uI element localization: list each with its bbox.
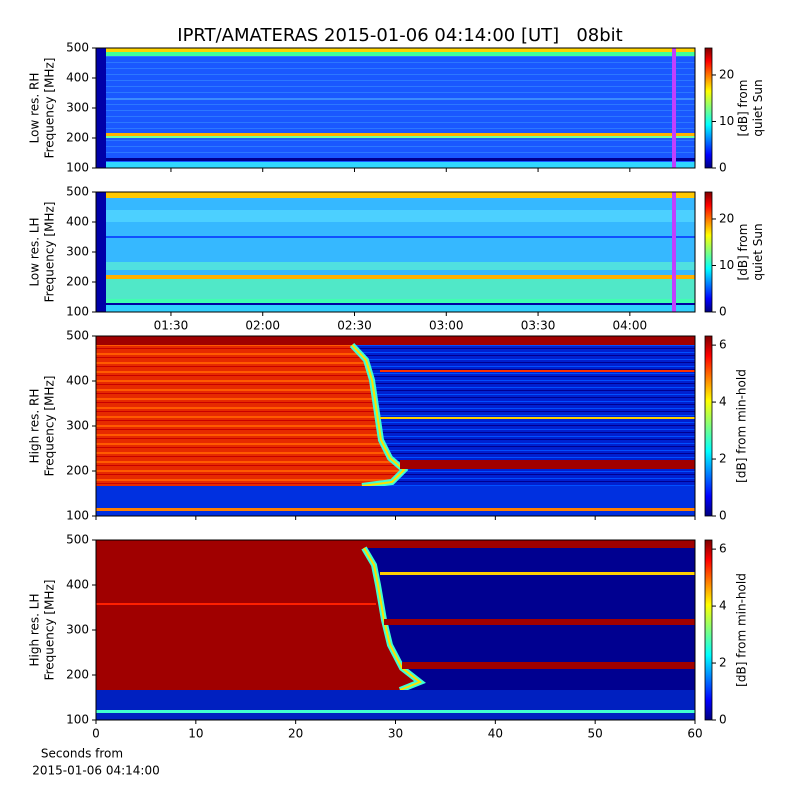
chart-title: IPRT/AMATERAS 2015-01-06 04:14:00 [UT] 0… — [177, 25, 622, 46]
spectrogram — [96, 540, 695, 720]
y-axis-label: Frequency [MHz] — [43, 376, 57, 477]
colorbar-tick-label: 4 — [719, 395, 727, 409]
colorbar-tick-label: 6 — [719, 338, 727, 352]
y-tick-label: 500 — [66, 329, 89, 343]
colorbar — [704, 539, 713, 721]
y-tick-label: 200 — [66, 464, 89, 478]
y-tick-label: 300 — [66, 419, 89, 433]
colorbar-label: [dB] from — [736, 224, 750, 281]
colorbar-label: quiet Sun — [751, 79, 765, 136]
colorbar-tick-label: 0 — [719, 305, 727, 319]
x-tick-label: 02:30 — [337, 319, 372, 333]
x-tick-label: 01:30 — [154, 319, 189, 333]
y-tick-label: 500 — [66, 41, 89, 55]
x-tick-label: 02:00 — [245, 319, 280, 333]
y-tick-label: 400 — [66, 374, 89, 388]
y-tick-label: 500 — [66, 185, 89, 199]
y-axis-label: Low res. LH — [28, 217, 42, 286]
x-tick-label: 20 — [288, 727, 303, 741]
x-tick-label: 30 — [388, 727, 403, 741]
x-tick-label: 03:30 — [521, 319, 556, 333]
colorbar-tick-label: 0 — [719, 161, 727, 175]
y-tick-label: 200 — [66, 275, 89, 289]
y-tick-label: 100 — [66, 161, 89, 175]
x-tick-label: 50 — [588, 727, 603, 741]
spectrogram — [96, 192, 695, 312]
colorbar — [704, 47, 713, 169]
spectrogram — [96, 48, 695, 168]
x-tick-label: 60 — [687, 727, 702, 741]
colorbar-label: [dB] from — [736, 80, 750, 137]
colorbar-label: quiet Sun — [751, 223, 765, 280]
y-tick-label: 500 — [66, 533, 89, 547]
y-axis-label: High res. LH — [28, 593, 42, 666]
x-tick-label: 04:00 — [613, 319, 648, 333]
colorbar — [704, 335, 713, 517]
y-tick-label: 200 — [66, 131, 89, 145]
colorbar-tick-label: 10 — [719, 258, 734, 272]
y-tick-label: 300 — [66, 101, 89, 115]
x-tick-label: 03:00 — [429, 319, 464, 333]
colorbar-tick-label: 4 — [719, 599, 727, 613]
colorbar-label: [dB] from min-hold — [735, 369, 749, 483]
colorbar-tick-label: 20 — [719, 211, 734, 225]
y-axis-label: Low res. RH — [28, 73, 42, 144]
y-axis-label: Frequency [MHz] — [43, 58, 57, 159]
y-axis-label: Frequency [MHz] — [43, 580, 57, 681]
colorbar-tick-label: 10 — [719, 114, 734, 128]
y-tick-label: 300 — [66, 623, 89, 637]
colorbar-label: [dB] from min-hold — [735, 573, 749, 687]
y-tick-label: 400 — [66, 71, 89, 85]
y-tick-label: 100 — [66, 305, 89, 319]
colorbar-tick-label: 2 — [719, 452, 727, 466]
y-tick-label: 400 — [66, 215, 89, 229]
x-tick-label: 40 — [488, 727, 503, 741]
spectrogram — [96, 336, 695, 516]
y-axis-label: Frequency [MHz] — [43, 202, 57, 303]
y-tick-label: 100 — [66, 713, 89, 727]
colorbar-tick-label: 2 — [719, 656, 727, 670]
y-tick-label: 300 — [66, 245, 89, 259]
colorbar-tick-label: 0 — [719, 713, 727, 727]
x-tick-label: 10 — [188, 727, 203, 741]
colorbar-tick-label: 6 — [719, 542, 727, 556]
y-tick-label: 400 — [66, 578, 89, 592]
x-axis-label: 2015-01-06 04:14:00 — [32, 764, 159, 778]
y-tick-label: 100 — [66, 509, 89, 523]
colorbar — [704, 191, 713, 313]
y-tick-label: 200 — [66, 668, 89, 682]
y-axis-label: High res. RH — [28, 389, 42, 464]
colorbar-tick-label: 20 — [719, 67, 734, 81]
x-tick-label: 0 — [92, 727, 100, 741]
colorbar-tick-label: 0 — [719, 509, 727, 523]
x-axis-label: Seconds from — [41, 747, 123, 761]
